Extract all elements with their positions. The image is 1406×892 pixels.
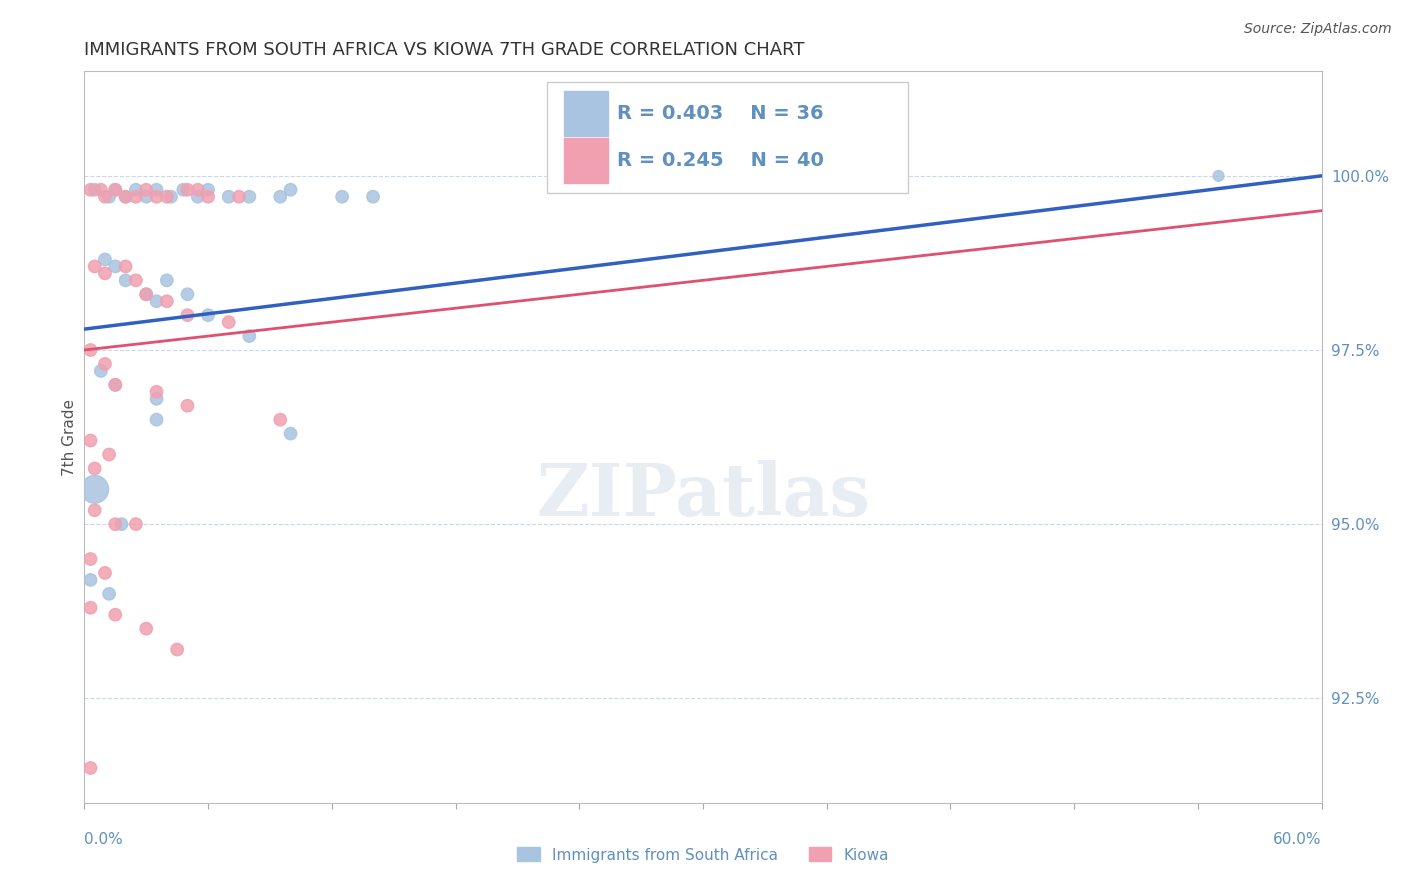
Point xyxy=(114,190,136,204)
Point xyxy=(238,190,260,204)
Point xyxy=(166,642,188,657)
Point xyxy=(110,517,132,532)
Point xyxy=(114,190,136,204)
Point xyxy=(83,260,105,274)
Point xyxy=(104,377,127,392)
Point xyxy=(79,600,101,615)
Point xyxy=(176,399,198,413)
Point xyxy=(79,761,101,775)
Point xyxy=(197,190,219,204)
Text: R = 0.245    N = 40: R = 0.245 N = 40 xyxy=(617,152,824,170)
Point xyxy=(125,273,148,287)
Point xyxy=(79,552,101,566)
Point xyxy=(145,392,167,406)
Point xyxy=(83,461,105,475)
Point xyxy=(145,190,167,204)
Point xyxy=(176,183,198,197)
Point xyxy=(79,343,101,357)
Text: ZIPatlas: ZIPatlas xyxy=(536,460,870,531)
Point xyxy=(160,190,183,204)
Text: 0.0%: 0.0% xyxy=(84,832,124,847)
Legend: Immigrants from South Africa, Kiowa: Immigrants from South Africa, Kiowa xyxy=(510,841,896,869)
Point xyxy=(269,190,291,204)
Point xyxy=(218,315,240,329)
Point xyxy=(104,517,127,532)
Point xyxy=(135,622,157,636)
Point xyxy=(156,190,179,204)
Point xyxy=(135,190,157,204)
Point xyxy=(83,183,105,197)
Point xyxy=(94,357,117,371)
Point xyxy=(98,448,121,462)
Point xyxy=(218,190,240,204)
Point xyxy=(83,503,105,517)
Point xyxy=(280,426,302,441)
Text: 60.0%: 60.0% xyxy=(1274,832,1322,847)
Point xyxy=(187,190,209,204)
Point xyxy=(228,190,250,204)
Point xyxy=(83,483,105,497)
Point xyxy=(94,266,117,280)
Point xyxy=(94,252,117,267)
Point xyxy=(104,183,127,197)
Point xyxy=(90,364,112,378)
Point xyxy=(176,308,198,322)
Point xyxy=(176,287,198,301)
Point xyxy=(79,434,101,448)
Point xyxy=(145,412,167,426)
Point xyxy=(135,287,157,301)
Point xyxy=(94,190,117,204)
Point xyxy=(98,587,121,601)
Point xyxy=(172,183,194,197)
Point xyxy=(135,287,157,301)
Point xyxy=(114,273,136,287)
Point xyxy=(269,412,291,426)
Point xyxy=(125,190,148,204)
Text: Source: ZipAtlas.com: Source: ZipAtlas.com xyxy=(1244,22,1392,37)
Point xyxy=(145,183,167,197)
Point xyxy=(145,294,167,309)
Point xyxy=(104,183,127,197)
Point xyxy=(280,183,302,197)
Point xyxy=(197,308,219,322)
Point xyxy=(98,190,121,204)
Point xyxy=(135,183,157,197)
Point xyxy=(104,260,127,274)
Point xyxy=(79,573,101,587)
Point xyxy=(90,183,112,197)
Point xyxy=(197,183,219,197)
Point xyxy=(94,566,117,580)
Point xyxy=(104,377,127,392)
Point xyxy=(114,260,136,274)
Point xyxy=(187,183,209,197)
Point xyxy=(104,607,127,622)
Point xyxy=(361,190,384,204)
Point xyxy=(125,183,148,197)
Text: R = 0.403    N = 36: R = 0.403 N = 36 xyxy=(617,104,824,123)
Point xyxy=(156,294,179,309)
Text: IMMIGRANTS FROM SOUTH AFRICA VS KIOWA 7TH GRADE CORRELATION CHART: IMMIGRANTS FROM SOUTH AFRICA VS KIOWA 7T… xyxy=(84,41,804,59)
Y-axis label: 7th Grade: 7th Grade xyxy=(62,399,77,475)
Point xyxy=(125,517,148,532)
Point xyxy=(156,273,179,287)
Point xyxy=(330,190,353,204)
Point xyxy=(145,384,167,399)
Point xyxy=(1208,169,1230,183)
Point xyxy=(79,183,101,197)
Point xyxy=(238,329,260,343)
